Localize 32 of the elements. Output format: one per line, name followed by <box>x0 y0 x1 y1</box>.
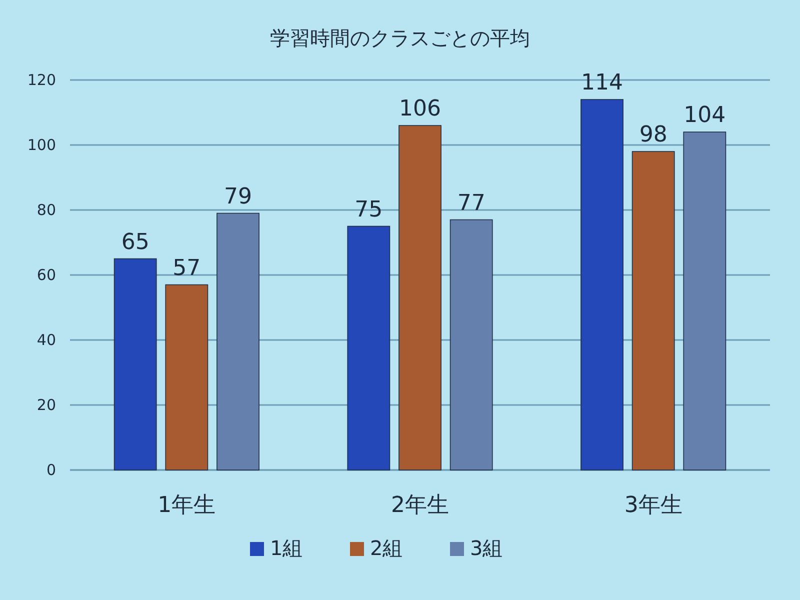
x-tick-label: 2年生 <box>391 493 449 518</box>
data-label: 65 <box>121 230 150 255</box>
y-tick-label: 120 <box>27 71 56 89</box>
bar <box>398 125 442 470</box>
data-label: 79 <box>224 184 252 210</box>
data-label: 75 <box>354 197 383 222</box>
bar <box>450 219 493 470</box>
bar <box>216 212 260 470</box>
bar <box>347 226 390 470</box>
y-tick-label: 100 <box>27 136 56 154</box>
data-label: 57 <box>172 256 201 281</box>
data-label: 104 <box>684 103 726 128</box>
y-tick-label: 0 <box>46 461 56 479</box>
legend-label: 1組 <box>270 536 303 560</box>
y-tick-label: 60 <box>36 266 56 284</box>
x-tick-label: 3年生 <box>624 493 682 518</box>
y-tick-label: 40 <box>36 331 56 349</box>
data-label: 114 <box>581 70 623 96</box>
bar <box>580 99 624 470</box>
bar <box>165 284 208 470</box>
chart-title: 学習時間のクラスごとの平均 <box>270 26 530 50</box>
x-tick-label: 1年生 <box>158 493 216 518</box>
bar <box>632 151 675 470</box>
bar <box>114 258 157 470</box>
bar <box>683 132 726 470</box>
data-label: 77 <box>457 190 486 216</box>
y-tick-label: 80 <box>36 201 56 219</box>
y-tick-label: 20 <box>36 396 56 414</box>
data-label: 106 <box>399 96 441 122</box>
data-label: 98 <box>639 122 668 148</box>
legend-label: 3組 <box>470 536 503 560</box>
legend-label: 2組 <box>370 536 403 560</box>
